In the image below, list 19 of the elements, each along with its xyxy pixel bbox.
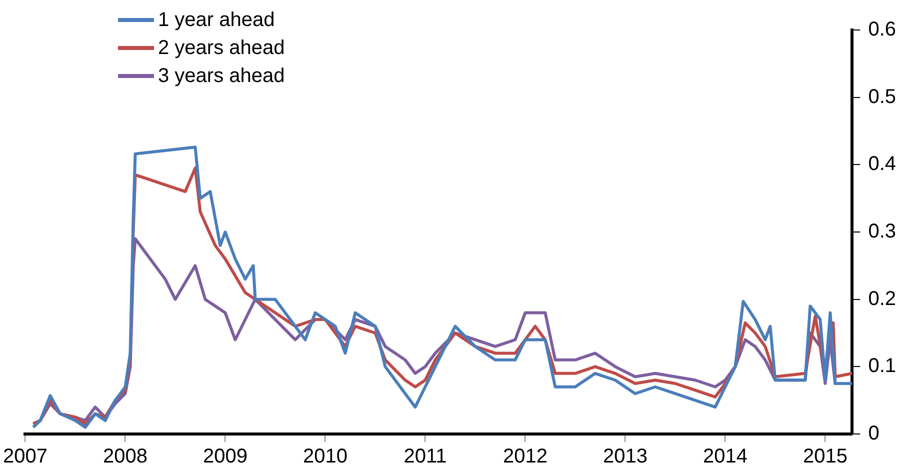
- x-tick-label: 2010: [302, 446, 348, 468]
- x-tick-label: 2014: [702, 446, 748, 468]
- legend-label: 2 years ahead: [158, 36, 285, 60]
- legend-label: 3 years ahead: [158, 64, 285, 88]
- y-tick-label: 0: [868, 422, 880, 445]
- x-tick-label: 2008: [102, 446, 148, 468]
- x-tick-label: 2007: [2, 446, 48, 468]
- y-tick-label: 0.5: [868, 86, 896, 108]
- y-tick-label: 0.6: [868, 18, 896, 41]
- y-tick-label: 0.2: [868, 288, 896, 310]
- y-tick-label: 0.4: [868, 153, 896, 176]
- x-tick-label: 2015: [802, 446, 848, 468]
- x-tick-label: 2013: [602, 446, 648, 468]
- y-tick-label: 0.1: [868, 355, 896, 378]
- y-tick-label: 0.3: [868, 220, 896, 243]
- x-tick-label: 2011: [404, 446, 447, 468]
- x-tick-label: 2009: [202, 446, 248, 468]
- x-tick-label: 2012: [502, 446, 548, 468]
- legend-label: 1 year ahead: [158, 8, 275, 32]
